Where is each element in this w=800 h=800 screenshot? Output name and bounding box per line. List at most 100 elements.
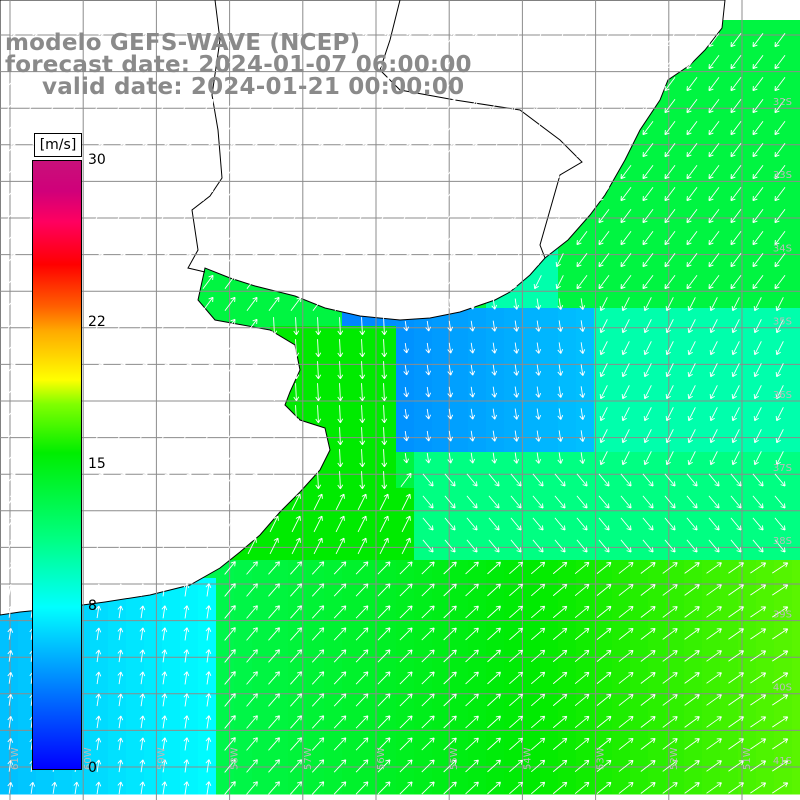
wind-cell (666, 110, 685, 129)
wind-cell (126, 686, 145, 705)
wind-arrow (311, 671, 325, 685)
wind-cell (666, 272, 685, 291)
wind-arrow (598, 99, 610, 114)
wind-arrow (422, 539, 434, 553)
wind-arrow (620, 539, 632, 553)
wind-cell (306, 326, 325, 345)
wind-cell (702, 722, 721, 741)
wind-arrow (355, 715, 369, 729)
wind-cell (360, 650, 379, 669)
wind-arrow (750, 562, 767, 574)
wind-cell (702, 542, 721, 561)
wind-arrow (161, 649, 168, 663)
wind-arrow (530, 627, 546, 641)
wind-cell (90, 668, 109, 687)
wind-cell (378, 632, 397, 651)
wind-arrow (180, 120, 192, 135)
wind-cell (450, 344, 469, 363)
wind-cell (288, 398, 307, 417)
wind-cell (648, 254, 667, 273)
wind-cell (756, 524, 775, 543)
wind-arrow (290, 671, 303, 685)
wind-arrow (642, 187, 654, 202)
wind-cell (468, 560, 487, 579)
wind-arrow (552, 561, 568, 575)
wind-arrow (642, 517, 654, 531)
wind-arrow (465, 759, 479, 773)
wind-arrow (357, 493, 367, 511)
wind-cell (162, 596, 181, 615)
wind-cell (306, 596, 325, 615)
wind-arrow (333, 627, 347, 641)
wind-arrow (381, 299, 388, 310)
wind-arrow (750, 672, 767, 684)
wind-arrow (7, 650, 14, 662)
wind-cell (702, 434, 721, 453)
wind-cell (774, 164, 793, 183)
wind-cell (756, 56, 775, 75)
wind-arrow (290, 583, 303, 597)
wind-cell (558, 560, 577, 579)
wind-arrow (728, 738, 744, 750)
wind-arrow (399, 627, 413, 641)
wind-cell (468, 650, 487, 669)
wind-arrow (596, 649, 612, 662)
wind-arrow (205, 605, 212, 619)
wind-arrow (555, 253, 564, 268)
wind-cell (576, 506, 595, 525)
wind-arrow (271, 361, 278, 380)
wind-cell (684, 560, 703, 579)
wind-arrow (246, 627, 258, 641)
wind-cell (414, 470, 433, 489)
wind-arrow (359, 405, 366, 424)
wind-arrow (202, 450, 214, 465)
wind-cell (144, 614, 163, 633)
wind-cell (108, 614, 127, 633)
wind-arrow (355, 737, 369, 751)
wind-cell (738, 20, 757, 39)
wind-arrow (139, 583, 146, 597)
wind-cell (180, 740, 199, 759)
wind-cell (702, 272, 721, 291)
wind-cell (450, 578, 469, 597)
wind-arrow (598, 209, 610, 224)
wind-arrow (139, 737, 146, 751)
wind-cell (504, 344, 523, 363)
wind-cell (666, 182, 685, 201)
wind-arrow (511, 187, 520, 202)
wind-arrow (290, 98, 302, 113)
wind-cell (576, 434, 595, 453)
wind-arrow (706, 650, 722, 662)
wind-arrow (753, 385, 762, 400)
wind-cell (792, 632, 800, 651)
colorbar-tick-0: 0 (88, 760, 97, 776)
wind-arrow (444, 473, 456, 487)
wind-cell (468, 506, 487, 525)
wind-cell (630, 668, 649, 687)
wind-arrow (708, 99, 720, 114)
wind-cell (702, 416, 721, 435)
wind-arrow (491, 452, 498, 464)
wind-cell (576, 236, 595, 255)
wind-arrow (246, 406, 258, 421)
wind-cell (342, 362, 361, 381)
wind-arrow (268, 693, 280, 707)
wind-arrow (752, 187, 764, 202)
wind-arrow (202, 296, 214, 311)
wind-arrow (731, 429, 740, 444)
wind-cell (612, 182, 631, 201)
wind-arrow (180, 450, 192, 465)
wind-arrow (421, 737, 435, 751)
wind-arrow (752, 55, 764, 70)
wind-arrow (400, 98, 412, 113)
wind-arrow (4, 362, 16, 377)
wind-arrow (224, 472, 236, 487)
wind-cell (432, 452, 451, 471)
wind-arrow (643, 429, 652, 444)
wind-cell (702, 218, 721, 237)
wind-arrow (513, 298, 520, 310)
wind-arrow (313, 537, 323, 555)
wind-cell (198, 632, 217, 651)
wind-cell (558, 398, 577, 417)
wind-arrow (513, 408, 520, 420)
